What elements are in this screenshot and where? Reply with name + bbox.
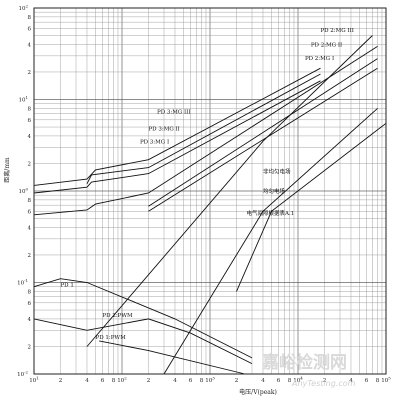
x-tick-label: 2	[235, 378, 239, 384]
y-tick-label: 6	[28, 209, 32, 215]
x-tick-label: 4	[261, 378, 265, 384]
x-tick-label: 102	[117, 376, 127, 385]
series-line	[33, 278, 253, 359]
y-tick-label: 6	[28, 26, 32, 32]
watermark: 嘉峪检测网 AnyTesting.com	[261, 352, 356, 388]
annotation-label: PD 2:MG I	[305, 56, 334, 62]
series-line	[33, 67, 321, 186]
y-tick-label: 2	[28, 253, 32, 259]
x-tick-label: 2	[323, 378, 327, 384]
annotation-label: PD 2:MG II	[311, 42, 342, 48]
series-line	[148, 67, 378, 212]
y-tick-label: 4	[28, 134, 32, 140]
x-tick-label: 8	[376, 378, 380, 384]
y-tick-label: 102	[18, 4, 28, 13]
series-line	[163, 108, 378, 375]
series-line	[86, 35, 373, 347]
series-line	[99, 340, 246, 375]
x-tick-label: 6	[189, 378, 193, 384]
y-tick-label: 101	[18, 95, 28, 104]
annotations: PD 2:MG III PD 2:MG II PD 2:MG I PD 3:MG II…	[60, 28, 353, 341]
x-tick-label: 2	[147, 378, 151, 384]
annotation-label: 电气间隙根据表A.1	[247, 209, 295, 217]
annotation-label: PD 1	[60, 283, 73, 289]
annotation-label: PD 3:MG II	[148, 126, 179, 132]
x-tick-label: 4	[85, 378, 89, 384]
x-axis-ticks: 101 2 4 6 8 102 2 4 6 8 103 2 4 6 8 104 2 4 6 8 105	[29, 376, 391, 385]
x-tick-label: 105	[381, 376, 391, 385]
series-line	[148, 58, 378, 207]
watermark-url: AnyTesting.com	[291, 379, 356, 388]
x-tick-label: 8	[200, 378, 204, 384]
y-tick-label: 2	[28, 161, 32, 167]
x-tick-label: 103	[205, 376, 215, 385]
x-tick-label: 6	[277, 378, 281, 384]
watermark-name: 嘉峪检测网	[261, 352, 347, 373]
grid	[33, 8, 386, 375]
x-tick-label: 4	[349, 378, 353, 384]
y-tick-label: 2	[28, 344, 32, 350]
y-tick-label: 100	[18, 187, 28, 196]
y-tick-label: 8	[28, 198, 32, 204]
x-tick-label: 6	[101, 378, 105, 384]
series-line	[33, 80, 321, 194]
y-tick-label: 8	[28, 289, 32, 295]
annotation-label: PD 2:MG III	[320, 28, 354, 34]
y-tick-label: 4	[28, 42, 32, 48]
y-tick-label: 8	[28, 15, 32, 21]
x-tick-label: 6	[365, 378, 369, 384]
y-tick-label: 8	[28, 106, 32, 112]
y-tick-label: 4	[28, 317, 32, 323]
series-line	[33, 46, 378, 216]
series-line	[33, 318, 253, 365]
x-tick-label: 101	[29, 376, 39, 385]
y-tick-label: 4	[28, 225, 32, 231]
series-line	[236, 122, 387, 292]
x-tick-label: 104	[293, 376, 303, 385]
x-tick-label: 2	[59, 378, 63, 384]
y-tick-label: 2	[28, 70, 32, 76]
x-tick-label: 4	[173, 378, 177, 384]
series-line	[86, 73, 321, 185]
plot-frame	[33, 7, 387, 375]
annotation-label: PD 1:PWM	[96, 335, 127, 341]
y-tick-label: 10-2	[17, 370, 28, 379]
y-axis-label: 距离/mm	[3, 157, 11, 183]
y-tick-label: 6	[28, 118, 32, 124]
x-tick-label: 8	[288, 378, 292, 384]
annotation-label: PD 3:MG III	[157, 110, 191, 116]
x-tick-label: 8	[112, 378, 116, 384]
x-axis-label: 电压/V(peak)	[239, 388, 277, 396]
y-tick-label: 6	[28, 301, 32, 307]
annotation-label: PD 2:PWM	[102, 313, 133, 319]
series-lines	[33, 35, 387, 375]
y-tick-label: 10-1	[17, 278, 28, 287]
annotation-label: PD 3:MG I	[140, 140, 169, 146]
annotation-label: 非均匀电场	[263, 168, 291, 176]
annotation-label: 均匀电场	[263, 187, 286, 195]
